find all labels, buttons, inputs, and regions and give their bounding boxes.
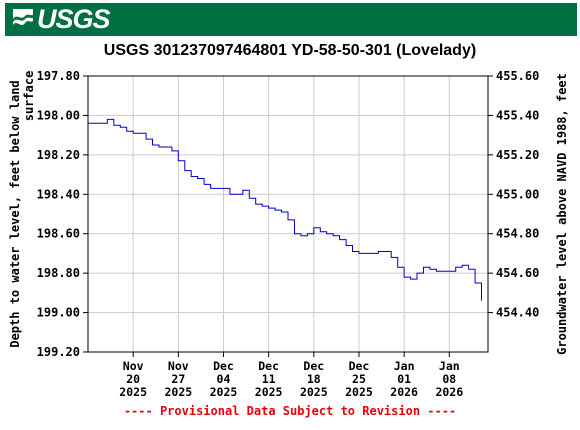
y-tick-label: 198.40: [37, 187, 80, 201]
x-tick-label: 11: [262, 372, 276, 386]
y-tick-label: 198.60: [37, 227, 80, 241]
x-tick-label: Dec: [258, 359, 279, 373]
x-tick-label: 2025: [255, 385, 283, 399]
y-axis-right: 455.60 455.40 455.20 455.00 454.80 454.60 454.…: [488, 69, 539, 320]
y2-tick-label: 455.40: [496, 108, 539, 122]
x-tick-label: 2026: [390, 385, 418, 399]
x-tick-label: Nov: [168, 359, 189, 373]
x-tick-label: 08: [442, 372, 456, 386]
y-axis-label-line-2: surface: [22, 71, 36, 122]
x-tick-label: 04: [217, 372, 231, 386]
x-tick-label: 2025: [300, 385, 328, 399]
chart-title: USGS 301237097464801 YD-58-50-301 (Lovel…: [103, 42, 477, 59]
usgs-banner: USGS: [5, 3, 577, 36]
hydrograph-chart: 197.80 198.00 198.20 198.40 198.60 198.80 199.…: [8, 69, 569, 399]
y-tick-label: 198.20: [37, 148, 80, 162]
x-tick-label: 2025: [210, 385, 238, 399]
x-tick-label: 25: [352, 372, 366, 386]
water-level-line: [88, 118, 482, 301]
usgs-wave-icon: [13, 8, 33, 31]
y2-tick-label: 454.80: [496, 227, 539, 241]
x-tick-label: 20: [126, 372, 140, 386]
x-tick-label: Dec: [303, 359, 324, 373]
y-axis-left: 197.80 198.00 198.20 198.40 198.60 198.80 199.…: [37, 69, 88, 359]
y-tick-label: 197.80: [37, 69, 80, 83]
usgs-logo[interactable]: USGS: [11, 3, 111, 36]
y-tick-label: 198.80: [37, 266, 80, 280]
y-tick-label: 199.00: [37, 306, 80, 320]
grid-lines: [88, 75, 488, 353]
x-tick-label: Nov: [123, 359, 144, 373]
y2-tick-label: 455.00: [496, 187, 539, 201]
x-tick-label: Dec: [213, 359, 234, 373]
x-axis: Nov202025Nov272025Dec042025Dec112025Dec1…: [119, 352, 463, 399]
x-tick-label: 2025: [164, 385, 192, 399]
y2-tick-label: 455.20: [496, 148, 539, 162]
series-layer: [88, 118, 482, 301]
provisional-notice: ---- Provisional Data Subject to Revisio…: [123, 404, 457, 418]
y2-axis-label: Groundwater level above NAVD 1988, feet: [555, 73, 569, 355]
y2-tick-label: 454.40: [496, 306, 539, 320]
plot-frame: [87, 75, 489, 353]
x-tick-label: 2025: [119, 385, 147, 399]
x-tick-label: Jan: [394, 359, 415, 373]
x-tick-label: Jan: [439, 359, 460, 373]
y2-tick-label: 455.60: [496, 69, 539, 83]
y2-tick-label: 454.60: [496, 266, 539, 280]
y-tick-label: 199.20: [37, 345, 80, 359]
x-tick-label: 18: [307, 372, 321, 386]
x-tick-label: Dec: [349, 359, 370, 373]
x-tick-label: 2025: [345, 385, 373, 399]
y-tick-label: 198.00: [37, 108, 80, 122]
x-tick-label: 2026: [435, 385, 463, 399]
x-tick-label: 27: [171, 372, 185, 386]
x-tick-label: 01: [397, 372, 411, 386]
usgs-logo-text: USGS: [37, 4, 111, 34]
y-axis-label-line-1: Depth to water level, feet below land: [8, 80, 22, 347]
